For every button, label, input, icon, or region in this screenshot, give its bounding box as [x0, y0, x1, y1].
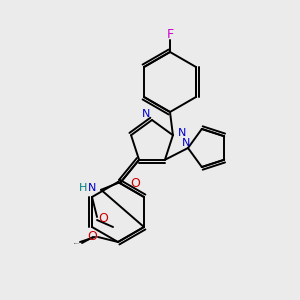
Text: N: N [142, 109, 150, 119]
Text: methoxy: methoxy [74, 242, 80, 244]
Text: N: N [88, 183, 96, 193]
Text: O: O [130, 177, 140, 190]
Text: O: O [87, 230, 97, 242]
Text: H: H [79, 183, 87, 193]
Text: N: N [178, 128, 186, 138]
Text: N: N [182, 138, 190, 148]
Text: F: F [167, 28, 174, 40]
Text: O: O [98, 212, 108, 224]
